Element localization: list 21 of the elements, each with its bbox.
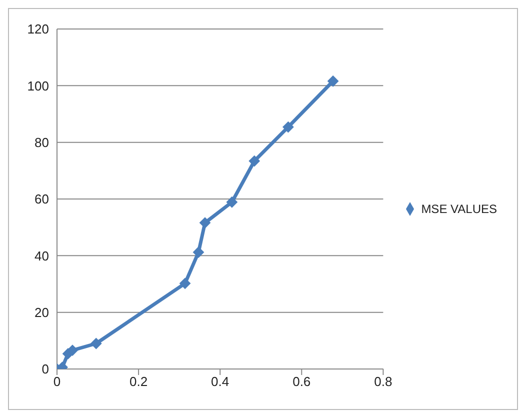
point xyxy=(180,278,191,289)
point xyxy=(248,156,260,167)
x-tick-label: 0.2 xyxy=(130,374,148,390)
point xyxy=(226,196,238,208)
y-tick-label: 80 xyxy=(34,134,49,150)
x-tick-label: 0.4 xyxy=(211,374,230,390)
point xyxy=(90,338,102,349)
y-tick-label: 60 xyxy=(34,192,49,207)
x-tick-label: 0 xyxy=(53,374,61,390)
legend-label: MSE VALUES xyxy=(421,202,497,216)
point xyxy=(282,122,294,133)
y-tick-label: 20 xyxy=(34,304,49,320)
x-tick-label: 0.6 xyxy=(292,374,311,390)
point xyxy=(200,217,211,228)
x-tick-label: 0.8 xyxy=(374,374,392,390)
y-tick-label: 0 xyxy=(42,362,49,377)
point xyxy=(328,76,339,87)
y-tick-label: 120 xyxy=(27,22,49,37)
y-tick-label: 100 xyxy=(27,78,49,94)
point xyxy=(192,246,204,258)
y-tick-label: 40 xyxy=(34,248,49,264)
